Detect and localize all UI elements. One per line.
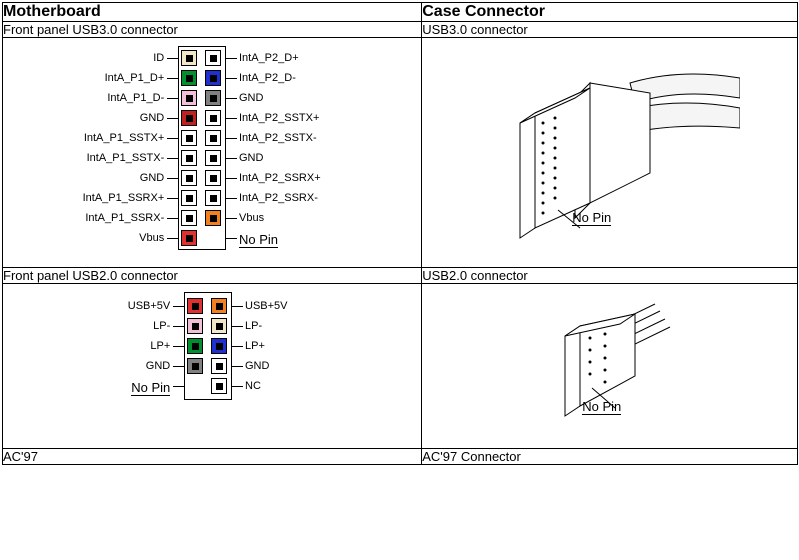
pin-label: GND — [239, 92, 263, 104]
pin-label: IntA_P2_SSRX+ — [239, 172, 321, 184]
pin-label: USB+5V — [128, 300, 171, 312]
pin-label: IntA_P1_D- — [107, 92, 164, 104]
subhead-ac97-left: AC'97 — [3, 449, 422, 465]
pin — [211, 378, 227, 394]
pin-label: GND — [140, 112, 164, 124]
pin — [187, 318, 203, 334]
pin-label: IntA_P1_SSRX- — [85, 212, 164, 224]
pin — [181, 70, 197, 86]
pin-label: IntA_P1_D+ — [105, 72, 165, 84]
pin-label: IntA_P1_SSTX+ — [84, 132, 164, 144]
pin-label: IntA_P2_D- — [239, 72, 296, 84]
pin-label: IntA_P1_SSTX- — [87, 152, 165, 164]
pin-label: LP+ — [245, 340, 265, 352]
pin — [181, 190, 197, 206]
pin — [205, 170, 221, 186]
pin — [181, 170, 197, 186]
usb2-connector-svg — [510, 296, 710, 436]
pin-label: GND — [245, 360, 269, 372]
usb3-connector-illustration: No Pin — [422, 38, 797, 267]
usb2-pin-diagram: USB+5V LP- LP+ GND No Pin USB+5V LP- LP+ GND NC — [3, 284, 421, 448]
pin — [205, 130, 221, 146]
subhead-usb3-left: Front panel USB3.0 connector — [3, 22, 422, 38]
header-motherboard: Motherboard — [3, 3, 422, 22]
usb3-nopin-label: No Pin — [572, 210, 611, 226]
pin — [181, 90, 197, 106]
usb2-connector-illustration: No Pin — [422, 284, 797, 448]
pin-label: No Pin — [239, 232, 278, 248]
pin — [205, 110, 221, 126]
pin — [181, 130, 197, 146]
pin — [181, 110, 197, 126]
pin — [181, 210, 197, 226]
header-case-connector: Case Connector — [422, 3, 798, 22]
pin-label: GND — [239, 152, 263, 164]
pin-label: Vbus — [139, 232, 164, 244]
usb2-nopin-label: No Pin — [582, 399, 621, 415]
connector-table: Motherboard Case Connector Front panel U… — [2, 2, 798, 465]
pin-label: IntA_P2_SSRX- — [239, 192, 318, 204]
pin-label: GND — [146, 360, 170, 372]
pin-label: USB+5V — [245, 300, 288, 312]
pin-label: Vbus — [239, 212, 264, 224]
pin — [205, 150, 221, 166]
pin — [181, 50, 197, 66]
pin — [211, 338, 227, 354]
subhead-usb2-left: Front panel USB2.0 connector — [3, 268, 422, 284]
usb3-pin-diagram: ID IntA_P1_D+ IntA_P1_D- GND IntA_P1_SSTX+ In… — [3, 38, 421, 267]
pin-label: LP- — [245, 320, 262, 332]
pin — [205, 210, 221, 226]
pin — [205, 50, 221, 66]
pin-label: No Pin — [131, 380, 170, 396]
subhead-ac97-right: AC'97 Connector — [422, 449, 798, 465]
pin-label: GND — [140, 172, 164, 184]
subhead-usb2-right: USB2.0 connector — [422, 268, 798, 284]
pin-label: IntA_P2_SSTX- — [239, 132, 317, 144]
pin-label: IntA_P2_D+ — [239, 52, 299, 64]
pin — [181, 150, 197, 166]
pin-label: IntA_P1_SSRX+ — [83, 192, 165, 204]
pin — [187, 358, 203, 374]
pin — [211, 298, 227, 314]
subhead-usb3-right: USB3.0 connector — [422, 22, 798, 38]
pin-label: ID — [153, 52, 164, 64]
pin-label: NC — [245, 380, 261, 392]
pin — [205, 70, 221, 86]
pin — [205, 90, 221, 106]
pin — [211, 318, 227, 334]
pin — [181, 230, 197, 246]
pin — [187, 298, 203, 314]
pin — [187, 338, 203, 354]
pin — [205, 190, 221, 206]
pin-label: LP+ — [150, 340, 170, 352]
pin-label: LP- — [153, 320, 170, 332]
pin — [211, 358, 227, 374]
pin-label: IntA_P2_SSTX+ — [239, 112, 319, 124]
